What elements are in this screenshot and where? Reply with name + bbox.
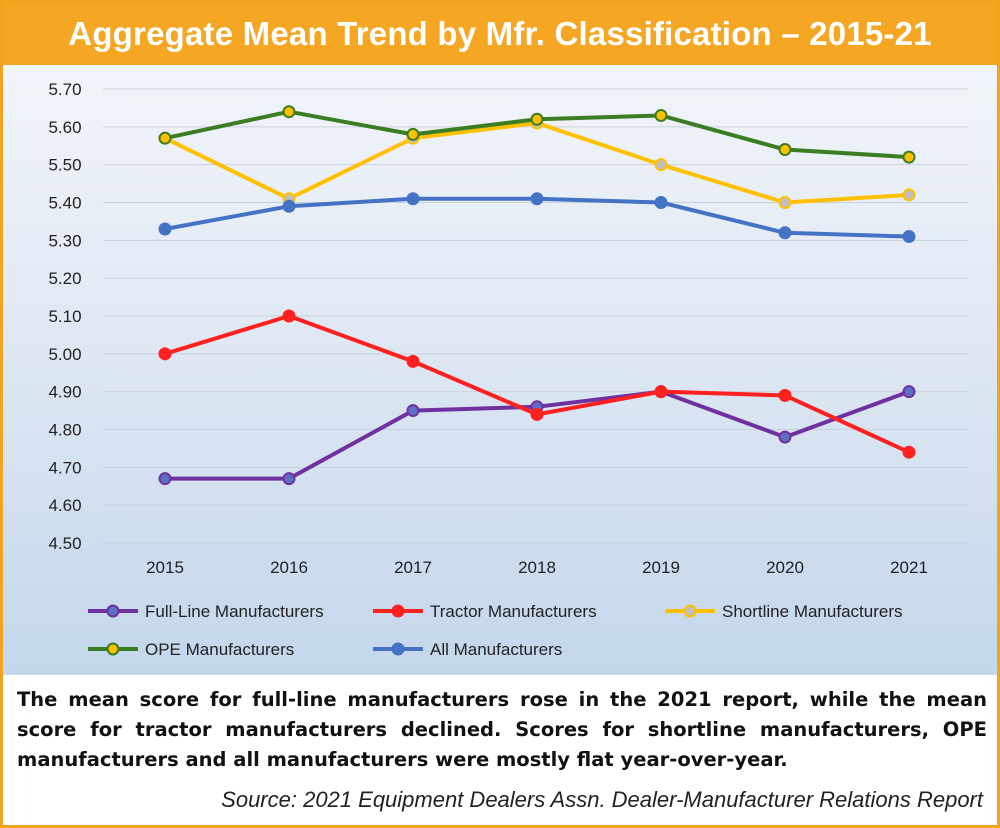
data-point [902, 188, 916, 202]
data-point [778, 430, 792, 444]
y-tick-label: 4.70 [48, 458, 81, 477]
series-layer [158, 105, 916, 486]
x-tick-label: 2021 [890, 558, 928, 577]
y-tick-label: 5.10 [48, 307, 81, 326]
data-point [778, 143, 792, 157]
data-point [282, 472, 296, 486]
data-point [282, 105, 296, 119]
title-bar: Aggregate Mean Trend by Mfr. Classificat… [3, 3, 997, 65]
y-tick-label: 5.20 [48, 269, 81, 288]
x-tick-label: 2019 [642, 558, 680, 577]
data-point [282, 199, 296, 213]
x-tick-label: 2015 [146, 558, 184, 577]
data-point [654, 196, 668, 209]
legend-swatch-marker [391, 604, 405, 618]
data-point [158, 347, 172, 361]
y-tick-label: 5.50 [48, 156, 81, 175]
data-point [530, 112, 544, 126]
y-tick-label: 5.40 [48, 194, 81, 213]
data-point [406, 192, 420, 206]
series-line-shortline-manufacturers [163, 121, 911, 205]
legend-label: Full-Line Manufacturers [145, 602, 324, 621]
data-point [158, 472, 172, 486]
x-tick-label: 2020 [766, 558, 804, 577]
data-point [654, 158, 668, 172]
legend-swatch-marker [683, 604, 697, 618]
data-point [654, 385, 668, 399]
data-point [406, 354, 420, 368]
x-tick-label: 2017 [394, 558, 432, 577]
data-point [778, 196, 792, 209]
legend-label: Tractor Manufacturers [430, 602, 597, 621]
data-point [530, 407, 544, 421]
chart-caption: The mean score for full-line manufacture… [17, 688, 987, 771]
y-tick-label: 5.70 [48, 80, 81, 99]
y-tick-label: 4.50 [48, 534, 81, 553]
data-point [778, 226, 792, 240]
legend-label: OPE Manufacturers [145, 640, 294, 659]
legend-label: Shortline Manufacturers [722, 602, 902, 621]
data-point [902, 230, 916, 244]
legend-label: All Manufacturers [430, 640, 562, 659]
legend: Full-Line Manufacturers Tractor Manufactu… [88, 602, 902, 659]
y-tick-label: 4.60 [48, 496, 81, 515]
data-point [406, 127, 420, 141]
x-tick-label: 2018 [518, 558, 556, 577]
legend-swatch-marker [391, 642, 405, 656]
x-axis-ticks: 2015 2016 2017 2018 2019 2020 2021 [146, 558, 928, 577]
line-chart: 4.50 4.60 4.70 4.80 4.90 5.00 5.10 5.20 5.30 5.40… [48, 80, 968, 659]
y-tick-label: 5.30 [48, 231, 81, 250]
data-point [406, 404, 420, 418]
plot-background [3, 65, 997, 675]
legend-swatch-marker [106, 604, 120, 618]
y-tick-label: 4.90 [48, 383, 81, 402]
y-tick-label: 4.80 [48, 421, 81, 440]
y-tick-label: 5.00 [48, 345, 81, 364]
data-point [778, 388, 792, 402]
chart-title: Aggregate Mean Trend by Mfr. Classificat… [68, 15, 932, 52]
data-point [902, 385, 916, 399]
data-point [902, 445, 916, 459]
y-axis-ticks: 4.50 4.60 4.70 4.80 4.90 5.00 5.10 5.20 5.30 5.40… [48, 80, 81, 553]
source-note: Source: 2021 Equipment Dealers Assn. Dea… [221, 787, 983, 812]
data-point [282, 309, 296, 323]
legend-swatch-marker [106, 642, 120, 656]
y-tick-label: 5.60 [48, 118, 81, 137]
data-point [530, 192, 544, 206]
data-point [158, 131, 172, 145]
data-point [902, 150, 916, 164]
data-point [158, 222, 172, 236]
grid-layer [103, 88, 968, 544]
data-point [654, 108, 668, 122]
x-tick-label: 2016 [270, 558, 308, 577]
